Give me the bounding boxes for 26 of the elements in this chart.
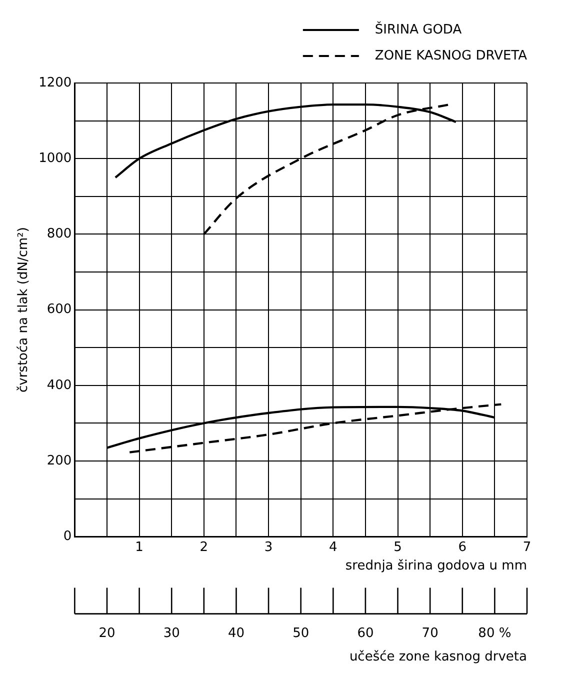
x-tick-label: 2 (200, 540, 208, 555)
x2-axis-title: učešće zone kasnog drveta (349, 650, 527, 665)
x-tick-label: 6 (458, 540, 467, 555)
x-tick-label: 5 (394, 540, 402, 555)
x2-tick-label: 30 (163, 626, 180, 641)
y-tick-label: 400 (46, 378, 72, 393)
y-axis-title: čvrstoća na tlak (dN/cm²) (16, 227, 32, 393)
y-tick-label: 800 (46, 226, 72, 242)
x-axis-title: srednja širina godova u mm (345, 558, 527, 574)
x2-tick-label: 80 % (478, 626, 512, 641)
x-tick-label: 4 (329, 540, 338, 555)
x2-tick-label: 20 (98, 626, 116, 641)
y-tick-label: 0 (63, 528, 72, 544)
x2-tick-label: 70 (422, 626, 438, 641)
legend-label: ŠIRINA GODA (374, 20, 462, 38)
y-tick-label: 200 (46, 453, 72, 468)
y-tick-label: 600 (46, 302, 72, 318)
y-tick-label: 1000 (38, 150, 72, 166)
y-tick-label: 1200 (38, 75, 72, 90)
x-tick-label: 3 (264, 540, 273, 555)
x2-tick-label: 50 (292, 626, 310, 641)
x-tick-label: 1 (135, 540, 144, 555)
legend-label: ZONE KASNOG DRVETA (374, 48, 528, 64)
x-tick-label: 7 (522, 540, 532, 555)
x2-tick-label: 60 (357, 626, 374, 641)
x2-tick-label: 40 (228, 626, 244, 641)
